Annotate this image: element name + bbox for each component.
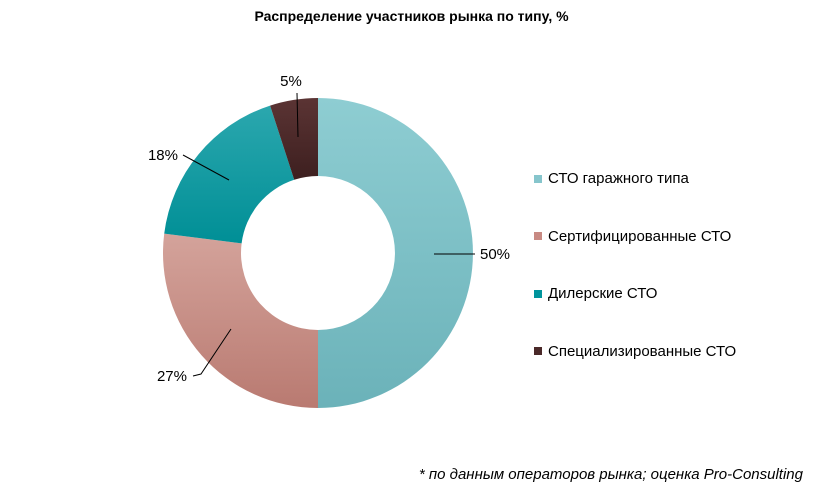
slice-garage-data-label: 50%	[480, 246, 510, 263]
legend-item-certified: Сертифицированные СТО	[534, 208, 736, 266]
legend-swatch-certified	[534, 232, 542, 241]
slice-specialized-leader-line	[296, 92, 299, 138]
slice-garage	[318, 98, 473, 408]
slice-dealer-leader-line	[182, 154, 230, 181]
legend-swatch-garage	[534, 174, 542, 183]
legend-label-specialized: Специализированные СТО	[548, 342, 737, 360]
slice-certified	[163, 233, 318, 408]
legend-label-dealer: Дилерские СТО	[548, 285, 658, 303]
slice-certified-leader-line	[192, 328, 232, 377]
slice-certified-data-label: 27%	[157, 368, 187, 385]
chart-title: Распределение участников рынка по типу, …	[254, 8, 569, 24]
slice-dealer	[164, 105, 295, 244]
chart-legend: СТО гаражного типа Сертифицированные СТО…	[534, 150, 736, 380]
legend-label-garage: СТО гаражного типа	[548, 170, 689, 188]
slice-specialized-data-label: 5%	[280, 73, 302, 90]
slice-specialized	[270, 98, 318, 180]
legend-item-specialized: Специализированные СТО	[534, 323, 736, 381]
footnote: * по данным операторов рынка; оценка Pro…	[418, 466, 803, 483]
slice-dealer-data-label: 18%	[148, 147, 178, 164]
legend-swatch-dealer	[534, 289, 542, 298]
legend-label-certified: Сертифицированные СТО	[548, 227, 732, 245]
legend-swatch-specialized	[534, 347, 542, 356]
legend-item-garage: СТО гаражного типа	[534, 150, 736, 208]
legend-item-dealer: Дилерские СТО	[534, 265, 736, 323]
